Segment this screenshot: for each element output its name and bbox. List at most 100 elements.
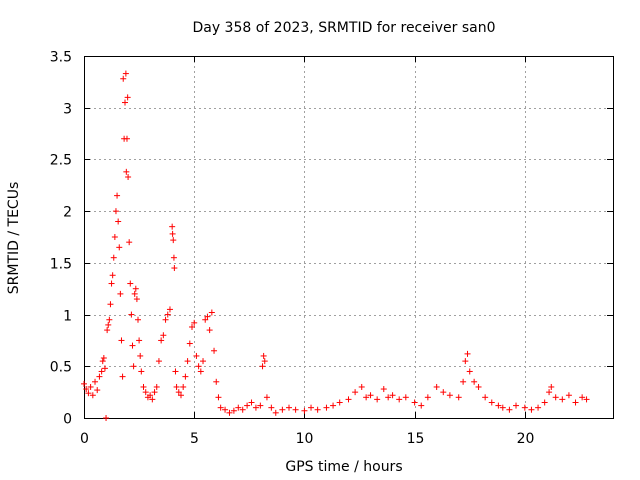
data-point [239, 406, 246, 413]
data-point [528, 406, 535, 413]
data-point [374, 396, 381, 403]
chart-title: Day 358 of 2023, SRMTID for receiver san… [192, 20, 495, 36]
data-point [125, 174, 132, 181]
data-point [261, 358, 268, 365]
y-tick-labels: 0 0.5 1 1.5 2 2.5 3 3.5 [50, 50, 72, 428]
data-point [292, 406, 299, 413]
data-point [92, 378, 99, 385]
data-point [107, 301, 114, 308]
data-point [180, 383, 187, 390]
data-point [135, 316, 142, 323]
data-point [308, 404, 315, 411]
data-point [548, 383, 555, 390]
data-point [133, 296, 140, 303]
data-point [117, 290, 124, 297]
data-point [323, 404, 330, 411]
data-point [153, 383, 160, 390]
data-point [123, 135, 130, 142]
x-tick-labels: 0 5 10 15 20 [80, 431, 534, 447]
data-point [535, 404, 542, 411]
data-point [446, 392, 453, 399]
data-point [279, 406, 286, 413]
data-point [81, 380, 87, 387]
y-tick-label: 2 [63, 205, 72, 221]
data-point [301, 407, 308, 414]
data-point [160, 332, 167, 339]
data-point [579, 394, 586, 401]
data-point [132, 285, 139, 292]
data-point [147, 392, 154, 399]
data-point [155, 358, 162, 365]
data-point [175, 389, 182, 396]
y-tick-label: 3 [63, 102, 72, 118]
data-point [433, 383, 440, 390]
data-point [131, 290, 138, 297]
data-point [226, 409, 233, 416]
data-points [81, 70, 590, 421]
data-point [193, 352, 200, 359]
data-point [151, 389, 158, 396]
data-point [389, 392, 396, 399]
data-point [184, 358, 191, 365]
data-point [230, 407, 237, 414]
data-point [108, 280, 115, 287]
data-point [541, 399, 548, 406]
data-point [424, 394, 431, 401]
data-point [475, 383, 482, 390]
data-point [217, 404, 224, 411]
y-tick-label: 0.5 [50, 360, 72, 376]
data-point [170, 237, 177, 244]
data-point [182, 373, 189, 380]
data-point [85, 390, 92, 397]
data-point [222, 406, 229, 413]
data-point [127, 280, 134, 287]
data-point [345, 396, 352, 403]
data-point [103, 415, 110, 421]
data-point [583, 396, 590, 403]
data-point [172, 368, 179, 375]
data-point [248, 399, 255, 406]
data-point [114, 192, 121, 199]
data-point [128, 311, 135, 318]
data-point [124, 94, 131, 101]
data-point [197, 368, 204, 375]
x-tick-label: 0 [80, 431, 89, 447]
data-point [513, 402, 520, 409]
data-point [358, 383, 365, 390]
axis-ticks [84, 56, 613, 419]
x-tick-label: 20 [517, 431, 535, 447]
data-point [257, 402, 264, 409]
data-point [204, 313, 211, 320]
data-point [138, 368, 145, 375]
data-point [195, 363, 202, 370]
data-point [99, 358, 106, 365]
data-point [169, 230, 176, 237]
data-point [137, 352, 144, 359]
data-point [129, 342, 136, 349]
data-point [464, 350, 471, 357]
data-point [259, 363, 266, 370]
data-point [94, 387, 101, 394]
y-tick-label: 1.5 [50, 257, 72, 273]
data-point [565, 392, 572, 399]
data-point [380, 386, 387, 393]
data-point [263, 394, 270, 401]
data-point [105, 321, 112, 328]
data-point [186, 340, 193, 347]
data-point [112, 208, 119, 215]
data-point [488, 399, 495, 406]
data-point [171, 265, 178, 272]
data-point [166, 306, 173, 313]
data-point [402, 394, 409, 401]
data-point [170, 254, 177, 261]
data-point [101, 365, 108, 372]
data-point [118, 337, 125, 344]
data-point [244, 402, 251, 409]
data-point [200, 358, 207, 365]
data-point [208, 309, 215, 316]
data-point [106, 316, 113, 323]
grid-lines [84, 56, 613, 418]
data-point [120, 75, 127, 82]
x-tick-label: 10 [296, 431, 314, 447]
data-point [440, 389, 447, 396]
